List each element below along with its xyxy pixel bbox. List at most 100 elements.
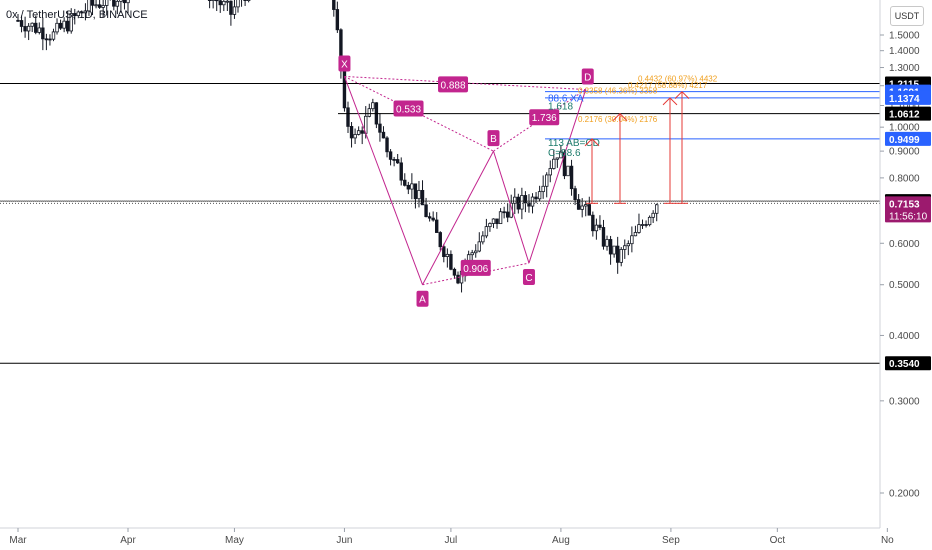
candle-down — [601, 227, 606, 247]
pattern-point-label: D — [584, 73, 591, 84]
price-tags: 1.21151.16911.13741.06120.94990.72230.71… — [885, 76, 931, 371]
candle-up — [83, 10, 88, 14]
candle-down — [73, 13, 77, 17]
ratio-label: 1.736 — [532, 113, 557, 124]
candle-up — [105, 0, 109, 6]
candle-down — [23, 26, 27, 32]
candle-up — [612, 245, 616, 255]
candle-down — [598, 224, 602, 228]
candle-down — [349, 126, 354, 139]
pattern-leg — [528, 89, 587, 264]
candle-up — [548, 168, 552, 176]
candle-down — [449, 253, 453, 270]
ratio-label: 0.888 — [441, 80, 466, 91]
candle-down — [523, 195, 528, 204]
candle-down — [615, 245, 620, 263]
pattern-note: 1.618 — [548, 102, 573, 113]
pattern-leg — [422, 150, 494, 285]
pattern-note: 88.6 XA — [548, 93, 584, 104]
pattern-note: 113 AB=CD — [548, 138, 600, 149]
candle-up — [474, 250, 478, 254]
y-tick-label: 1.0000 — [889, 123, 920, 134]
ratio-label: 0.906 — [463, 264, 488, 275]
target-label: 0.4432 (60.97%) 4432 — [638, 75, 718, 84]
candle-up — [353, 134, 357, 139]
x-tick-label: Mar — [9, 535, 27, 546]
candle-up — [537, 191, 542, 200]
price-tag-box — [885, 131, 931, 146]
candle-up — [545, 174, 549, 187]
candle-down — [573, 188, 577, 200]
candle-up — [76, 11, 81, 17]
candle-up — [640, 224, 645, 226]
candle-down — [442, 246, 446, 257]
candle-up — [222, 0, 226, 6]
candle-up — [637, 224, 641, 233]
x-tick-label: Jun — [336, 535, 352, 546]
axes: 1.50001.40001.30001.20001.10001.00000.90… — [0, 0, 920, 546]
candle-down — [16, 19, 20, 22]
candle-down — [381, 131, 386, 139]
candlestick-series — [16, 0, 659, 293]
price-tag-box — [885, 90, 931, 105]
candle-down — [403, 179, 407, 186]
candle-up — [445, 253, 450, 257]
candle-down — [385, 137, 389, 153]
candle-up — [484, 226, 489, 237]
candle-up — [566, 165, 570, 177]
candle-up — [477, 241, 481, 252]
candle-up — [651, 212, 655, 218]
candle-down — [112, 0, 116, 7]
y-tick-label: 0.9000 — [889, 147, 920, 158]
candle-up — [626, 243, 631, 247]
pattern-point-box — [581, 68, 594, 85]
target-arrows: 0.2176 (30.04%) 2176 0.3358 (46.36%) 3358… — [578, 75, 718, 204]
price-tag-label: 0.9499 — [889, 135, 920, 146]
ratio-label-box — [438, 76, 469, 93]
x-tick-label: May — [225, 535, 244, 546]
pattern-point-box — [522, 269, 535, 286]
price-tag-box — [885, 106, 931, 121]
candle-up — [584, 204, 588, 207]
candle-down — [44, 38, 49, 41]
candle-up — [417, 189, 421, 200]
candle-up — [513, 196, 517, 204]
candle-up — [246, 0, 251, 1]
candle-down — [19, 20, 24, 27]
countdown-label: 11:56:10 — [889, 211, 928, 222]
candle-down — [452, 268, 457, 276]
candle-down — [207, 0, 212, 1]
price-tag-label: 0.7153 — [889, 199, 920, 210]
candle-down — [420, 189, 425, 206]
candle-up — [619, 249, 623, 263]
candle-down — [431, 217, 435, 221]
currency-button[interactable]: USDT — [890, 6, 924, 26]
candle-up — [605, 239, 609, 247]
price-tag-box — [885, 196, 931, 223]
candle-up — [541, 185, 545, 193]
pattern-leg — [343, 76, 423, 285]
candle-down — [215, 0, 219, 2]
candle-down — [335, 9, 340, 31]
candle-down — [80, 11, 84, 14]
x-tick-label: Sep — [662, 535, 680, 546]
candle-up — [225, 0, 230, 3]
pattern-point-label: X — [341, 59, 348, 70]
candle-down — [58, 22, 63, 29]
candle-down — [97, 4, 102, 8]
candle-down — [456, 274, 460, 284]
pattern-point-label: B — [490, 134, 497, 145]
candle-up — [520, 195, 524, 210]
candle-down — [65, 20, 70, 32]
candle-up — [356, 130, 361, 135]
candle-up — [498, 211, 503, 225]
candle-down — [122, 0, 127, 4]
target-label: 0.3358 (46.36%) 3358 — [578, 87, 658, 96]
y-tick-label: 1.5000 — [889, 31, 920, 42]
y-tick-label: 1.3000 — [889, 63, 920, 74]
x-tick-label: No — [881, 535, 894, 546]
candle-up — [236, 0, 240, 8]
target-arrow-head — [612, 112, 628, 122]
candle-up — [481, 235, 485, 243]
